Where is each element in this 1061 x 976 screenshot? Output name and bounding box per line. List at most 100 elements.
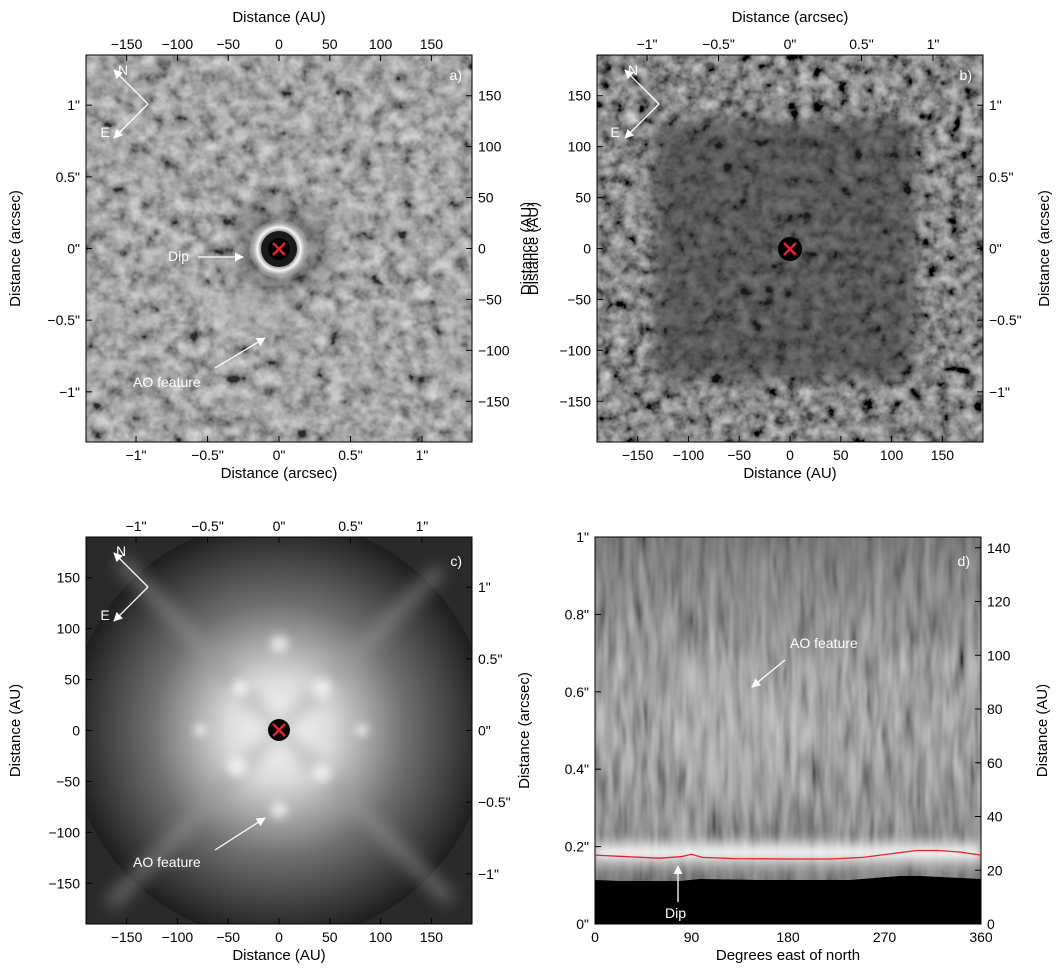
panel-b-bottom-axis-tick-label: −150 [622,447,654,463]
panel-d-right-axis-tick-label: 80 [987,701,1003,717]
panel-a-bottom-axis-tick-label: −1" [126,447,147,463]
panel-d-bottom-axis-tick-label: 270 [873,929,897,945]
panel-b-bottom-axis-tick-label: −50 [727,447,751,463]
panel-c-top-axis-tick-label: 1" [416,518,429,534]
panel-c-top-axis-tick-label: 0" [273,518,286,534]
panel-a-top-axis-tick-label: −50 [216,36,240,52]
panel-c-left-axis-tick-label: −50 [56,773,80,789]
panel-a-ao-annotation: AO feature [133,337,266,390]
panel-b-east-label: E [610,124,619,140]
panel-b-right-axis-tick-label: −0.5" [989,312,1022,328]
panel-c-bottom-axis-tick-label: 50 [322,929,338,945]
panel-c-axes: −150 −100 −50 0 50 100 150 Distance (AU) −1" −0.5… [7,518,511,964]
panel-a-right-axis-tick-label: 0 [478,241,486,257]
panel-a-right-axis-tick-label: 150 [478,88,502,104]
panel-a-top-axis-tick-label: 100 [369,36,393,52]
panel-d-left-axis-tick-label: 0.8" [565,606,589,622]
panel-b-top-axis-tick-label: 0" [784,36,797,52]
panel-a-top-axis-tick-label: 150 [420,36,444,52]
panel-b-top-axis-tick-label: −0.5" [702,36,735,52]
panel-b-left-axis-tick-label: −100 [559,342,591,358]
panel-d-axes: 0 90 180 270 360 Degrees east of north 0" 0.2" 0… [516,529,1051,964]
panel-d-left-axis-tick-label: 0" [576,916,589,932]
panel-a-axes: −1" −0.5" 0" 0.5" 1" Distance (arcsec) −150 −10… [7,9,542,482]
panel-c-top-axis-tick-label: −0.5" [191,518,224,534]
panel-b-top-axis-title: Distance (arcsec) [732,9,849,26]
panel-b-right-axis-tick-label: 1" [989,97,1002,113]
panel-a-ao-label: AO feature [133,374,201,390]
panel-c-top-axis-tick-label: −1" [126,518,147,534]
panel-c-bottom-axis-tick-label: −150 [111,929,143,945]
panel-c-bottom-axis-tick-label: 0 [275,929,283,945]
panel-b-left-axis-tick-label: −50 [567,291,591,307]
panel-d-left-axis-tick-label: 0.4" [565,761,589,777]
panel-d-letter: d) [958,553,970,569]
panel-c-ao-annotation: AO feature [133,817,266,870]
panel-b-bottom-axis-tick-label: 100 [880,447,904,463]
panel-d-bottom-axis-tick-label: 180 [776,929,800,945]
panel-a-top-axis-title: Distance (AU) [232,9,325,26]
panel-b-north-label: N [628,62,638,78]
panel-b-compass: N E [610,62,660,140]
panel-d-image [595,537,981,924]
panel-b-right-axis-tick-label: −1" [989,384,1010,400]
panel-c-right-axis-tick-label: 1" [478,579,491,595]
panel-c-left-axis-tick-label: 100 [57,621,81,637]
panel-c-letter: c) [450,553,462,569]
panel-a-right-axis-tick-label: 50 [478,190,494,206]
panel-a-left-axis-tick-label: 0" [67,241,80,257]
panel-c-left-axis-title: Distance (AU) [7,684,24,777]
panel-d-dip-annotation: Dip [665,865,686,921]
panel-a-left-axis-title: Distance (arcsec) [7,190,24,307]
panel-c: N E c) AO feature −150 −100 −50 0 50 100 150 Di… [7,518,511,964]
panel-a-top-axis-tick-label: −150 [111,36,143,52]
panel-b-bottom-axis-title: Distance (AU) [743,465,836,482]
panel-a-right-axis-title: Distance (AU) [525,202,542,295]
panel-b-right-axis-title: Distance (arcsec) [1036,190,1053,307]
panel-a-top-axis-tick-label: −100 [162,36,194,52]
panel-c-left-axis-tick-label: −150 [48,875,80,891]
panel-b-left-axis-title: Distance (AU) [518,202,535,295]
panel-b-right-axis-tick-label: 0" [989,241,1002,257]
panel-b-left-axis-tick-label: 150 [568,88,592,104]
panel-c-top-axis-tick-label: 0.5" [338,518,362,534]
panel-d-right-axis-tick-label: 40 [987,809,1003,825]
panel-c-compass: N E [100,543,149,623]
panel-a-right-axis-tick-label: −100 [478,342,510,358]
panel-d-right-axis-tick-label: 20 [987,862,1003,878]
panel-d-ao-annotation: AO feature [751,635,858,688]
panel-d-right-axis-tick-label: 0 [987,916,995,932]
panel-c-bottom-axis-tick-label: 100 [369,929,393,945]
panel-a-bottom-axis-tick-label: −0.5" [191,447,224,463]
panel-c-right-axis-tick-label: −0.5" [478,794,511,810]
panel-c-bottom-axis-tick-label: −50 [216,929,240,945]
panel-b-bottom-axis-tick-label: −100 [673,447,705,463]
panel-b-axes: −150 −100 −50 0 50 100 150 Distance (AU) −1" −0.5… [518,9,1053,482]
panel-d-bottom-axis-tick-label: 0 [591,929,599,945]
panel-a-north-label: N [118,62,128,78]
panel-b-left-axis-tick-label: −150 [559,393,591,409]
panel-d-ao-label: AO feature [790,635,858,651]
panel-a-left-axis-tick-label: 0.5" [56,169,80,185]
panel-b-left-axis-tick-label: 50 [575,190,591,206]
panel-b-right-axis-tick-label: 0.5" [989,169,1013,185]
panel-a-right-axis-tick-label: −150 [478,393,510,409]
panel-b-top-axis-tick-label: 1" [927,36,940,52]
panel-d-bottom-axis-tick-label: 360 [969,929,993,945]
panel-b-top-axis-tick-label: 0.5" [849,36,873,52]
panel-d-bottom-axis-tick-label: 90 [684,929,700,945]
panel-c-left-axis-tick-label: 150 [57,570,81,586]
panel-c-ao-label: AO feature [133,854,201,870]
panel-d-right-axis-tick-label: 120 [987,594,1011,610]
panel-c-star-marker [272,723,286,737]
panel-d-bottom-axis-title: Degrees east of north [716,947,860,964]
panel-c-right-axis-tick-label: 0.5" [478,651,502,667]
panel-b-letter: b) [960,67,972,83]
panel-a-dip-label: Dip [168,248,189,264]
panel-d-right-axis-tick-label: 100 [987,647,1011,663]
panel-d-left-axis-tick-label: 0.2" [565,839,589,855]
panel-a-left-axis-tick-label: −1" [59,384,80,400]
panel-a-bottom-axis-tick-label: 0.5" [338,447,362,463]
panel-d-left-axis-tick-label: 1" [576,529,589,545]
panel-a-left-axis-tick-label: 1" [67,97,80,113]
